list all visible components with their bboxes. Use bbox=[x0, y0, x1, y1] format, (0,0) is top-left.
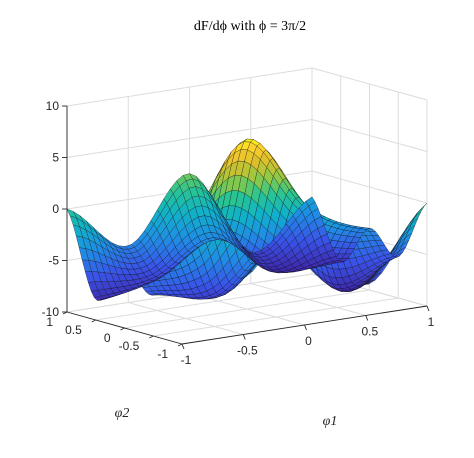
sidewall-grid-z bbox=[311, 170, 428, 204]
floor-grid-y bbox=[124, 289, 370, 329]
x-tick-label: 0.5 bbox=[361, 325, 378, 339]
axes-lines bbox=[62, 105, 430, 350]
floor-grid-y bbox=[95, 281, 341, 321]
y-tick bbox=[120, 327, 125, 331]
y-tick-label: 1 bbox=[46, 315, 53, 329]
y-tick-label: -1 bbox=[157, 347, 168, 361]
backwall-grid-z bbox=[66, 67, 313, 107]
floor-grid-y bbox=[153, 297, 399, 337]
z-tick-label: 10 bbox=[46, 99, 60, 113]
z-tick-label: -5 bbox=[48, 254, 59, 268]
surface-mesh bbox=[66, 138, 428, 301]
z-tick-label: -10 bbox=[42, 305, 60, 319]
x-tick bbox=[304, 324, 307, 331]
surface-patch bbox=[66, 208, 77, 219]
x-tick-label: -0.5 bbox=[237, 344, 258, 358]
x-tick-label: 1 bbox=[428, 315, 435, 329]
y-tick-label: 0 bbox=[104, 331, 111, 345]
x-tick bbox=[426, 305, 430, 312]
sidewall-grid-z bbox=[311, 119, 428, 152]
surface-patch bbox=[414, 206, 425, 218]
z-tick-label: 0 bbox=[52, 202, 59, 216]
y-axis-label: φ2 bbox=[115, 406, 130, 421]
y-tick-label: 0.5 bbox=[65, 323, 82, 337]
x-axis-label: φ1 bbox=[323, 414, 338, 429]
x-tick bbox=[365, 315, 369, 321]
z-tick-label: 5 bbox=[52, 151, 59, 165]
chart-title: dF/dϕ with ϕ = 3π/2 bbox=[194, 19, 306, 34]
y-tick bbox=[177, 343, 183, 347]
x-tick bbox=[242, 334, 246, 340]
y-tick bbox=[91, 319, 96, 323]
y-tick-label: -0.5 bbox=[119, 339, 140, 353]
sidewall-grid-z bbox=[311, 67, 428, 101]
x-tick bbox=[181, 343, 185, 350]
x-tick-label: 0 bbox=[305, 334, 312, 348]
x-tick-label: -1 bbox=[181, 353, 192, 367]
backwall-grid-z bbox=[66, 119, 313, 158]
y-tick bbox=[149, 335, 154, 339]
